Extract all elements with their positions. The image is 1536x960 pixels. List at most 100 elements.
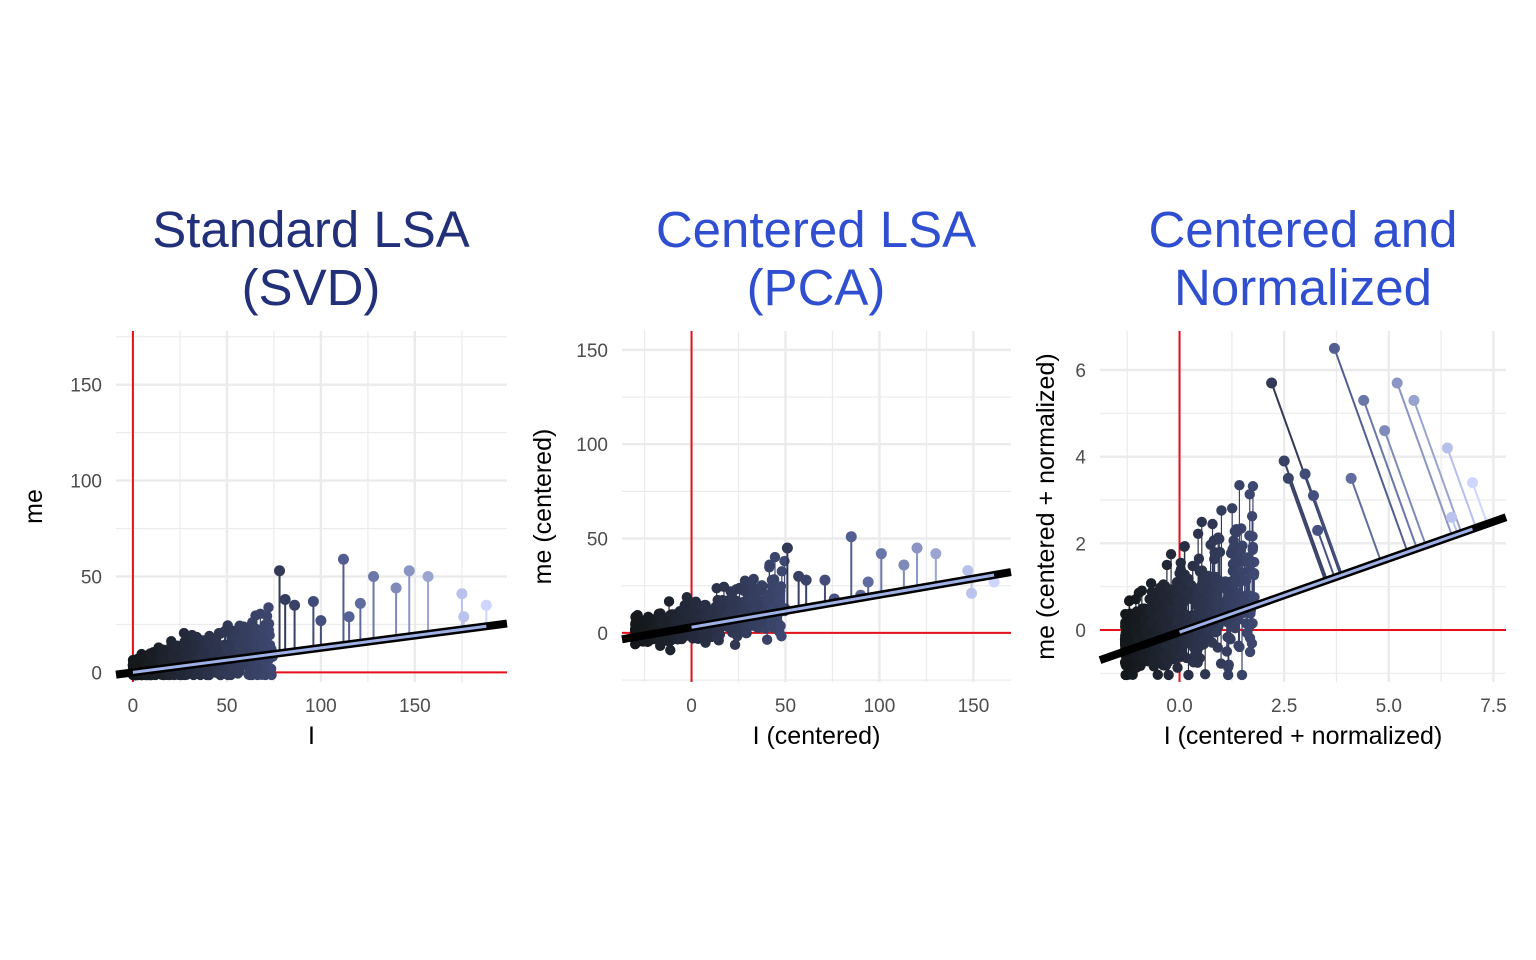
data-point [1307,490,1319,502]
data-point [1175,557,1186,569]
fit-line-highlight [132,624,487,674]
data-point [1229,623,1241,634]
data-point [711,632,723,643]
data-point [1136,585,1148,596]
data-point [390,582,402,594]
data-point [698,630,709,641]
panel-1-title: Standard LSA (SVD) [152,201,470,316]
y-tick-label: 50 [81,568,102,589]
data-point [862,576,874,588]
data-point [1141,625,1152,636]
data-point [1214,596,1225,607]
data-point [1179,540,1190,552]
y-axis-label: me [20,489,48,524]
data-point [238,621,249,632]
data-point [1183,669,1194,681]
data-point [1236,669,1248,681]
panel-2-title: Centered LSA (PCA) [655,201,977,316]
y-tick-label: 100 [70,472,102,493]
residual-segment [1362,399,1418,549]
residual-segment [1396,382,1454,537]
data-point [1242,628,1253,639]
y-tick-label: 150 [70,376,102,397]
data-point [731,584,742,595]
data-point [178,627,190,639]
residual-segment [1333,347,1409,553]
data-point [1224,632,1235,643]
data-point [130,658,141,670]
data-point [1446,511,1458,523]
data-point [687,633,699,644]
data-point [368,571,380,583]
y-tick-label: 0 [1075,621,1086,642]
data-point [1133,632,1144,643]
y-tick-label: 2 [1075,534,1086,555]
data-point [775,581,787,592]
x-tick-label: 150 [399,696,431,717]
x-tick-label: 7.5 [1480,696,1506,717]
data-point [1198,584,1209,595]
data-point [911,542,923,554]
data-point [729,639,741,651]
data-point [1158,590,1169,601]
data-point [1299,468,1311,480]
data-point [403,565,415,577]
data-point [1221,646,1233,657]
data-point [764,562,775,573]
data-point [1278,455,1290,467]
data-point [1246,510,1258,522]
x-tick-label: 2.5 [1271,696,1297,717]
data-point [1159,651,1171,662]
data-point [1379,425,1391,437]
data-point [1153,599,1164,610]
data-point [1248,567,1260,579]
data-point [962,565,974,577]
data-point [727,607,739,618]
data-point [279,594,291,606]
data-point [1152,669,1163,681]
data-point [766,574,778,586]
y-axis-label: me (centered + normalized) [1032,353,1060,659]
x-tick-label: 50 [216,696,237,717]
data-point [776,566,788,577]
data-point [655,640,666,652]
data-point [775,620,786,632]
data-point [263,602,274,613]
residual-segment [1412,399,1463,534]
data-point [1175,602,1186,614]
data-point [1193,553,1205,564]
data-point [1234,479,1245,491]
data-point [211,643,222,654]
data-point [1123,595,1135,607]
data-point [1131,606,1142,617]
x-tick-label: 50 [775,696,796,717]
data-point [1441,442,1453,454]
residual-segment [1383,430,1427,546]
data-point [1234,641,1245,653]
data-point [1247,544,1258,555]
data-point [966,587,978,599]
data-point [1210,627,1222,638]
data-point [727,594,738,605]
data-point [1176,582,1188,593]
data-point [202,668,213,679]
data-point [1244,489,1255,500]
data-point [1145,578,1157,589]
y-tick-label: 4 [1075,448,1086,469]
y-tick-label: 150 [576,341,608,362]
data-point [1328,342,1340,354]
data-point [1120,657,1131,669]
x-tick-label: 0 [128,696,139,717]
data-point [1161,559,1173,571]
data-point [930,548,942,560]
data-point [1169,644,1180,655]
data-point [1210,571,1221,583]
data-point [1209,547,1220,558]
data-point [765,617,776,628]
y-tick-label: 6 [1075,361,1086,382]
residual-segment [1446,447,1477,529]
data-point [307,595,319,607]
panel-2: 0 50 100 150 0 50 100 150 I (centered) me (center… [529,331,1012,750]
data-point [1196,516,1207,528]
